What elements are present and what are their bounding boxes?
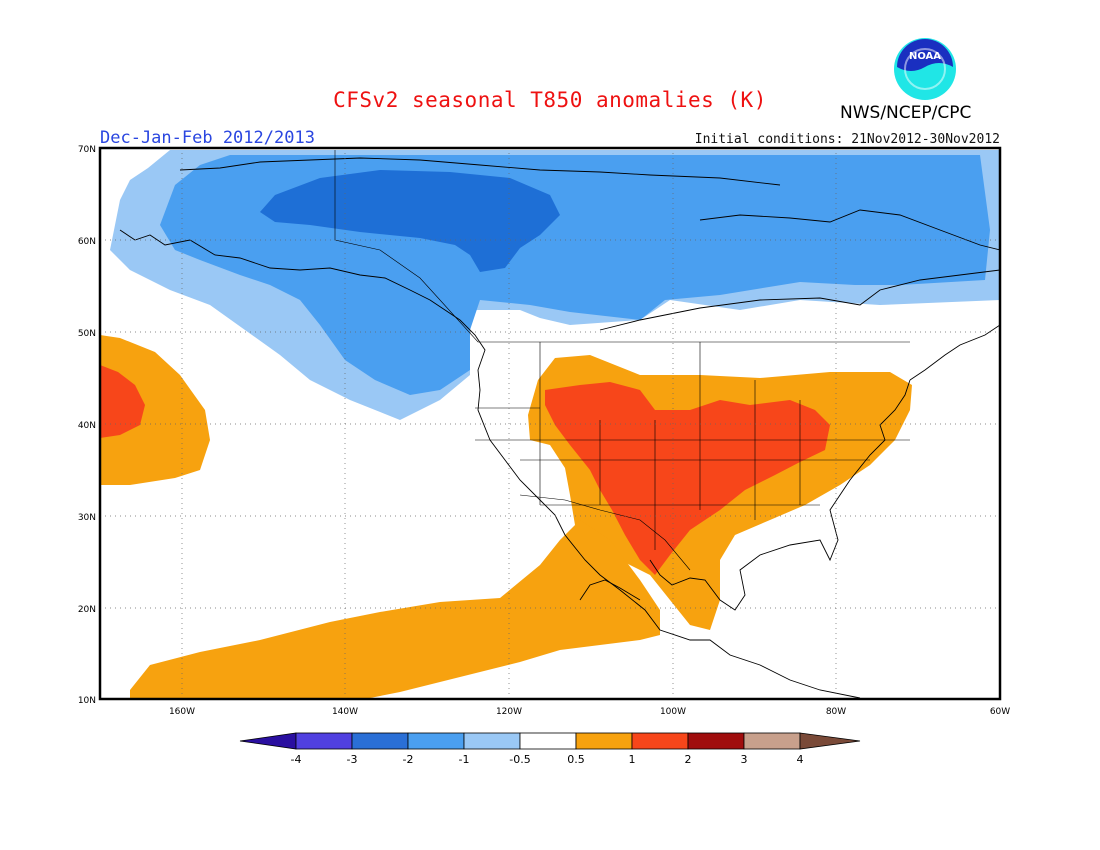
lon-label: 100W <box>660 707 686 717</box>
lat-label: 10N <box>78 696 96 706</box>
lon-label: 140W <box>332 707 358 717</box>
map-frame <box>98 146 1002 701</box>
colorbar-label: -4 <box>291 753 302 766</box>
lon-label: 120W <box>496 707 522 717</box>
anomaly-region-tropical-orange <box>130 520 660 699</box>
colorbar-label: 2 <box>685 753 692 766</box>
colorbar-swatch <box>687 732 745 750</box>
noaa-logo: NOAA <box>894 38 956 100</box>
colorbar-swatch <box>743 732 801 750</box>
noaa-logo-text: NOAA <box>909 51 941 62</box>
lon-label: 160W <box>169 707 195 717</box>
latitude-labels: 70N 60N 50N 40N 30N 20N 10N <box>78 145 96 706</box>
initial-conditions-label: Initial conditions: 21Nov2012-30Nov2012 <box>694 132 1000 147</box>
anomaly-region-us-red <box>545 382 830 575</box>
colorbar-label: -0.5 <box>509 753 530 766</box>
colorbar-swatch-max <box>799 732 861 750</box>
colorbar-swatch <box>351 732 409 750</box>
colorbar-swatch <box>463 732 521 750</box>
colorbar-swatch <box>631 732 689 750</box>
colorbar-swatch <box>575 732 633 750</box>
colorbar: -4 -3 -2 -1 -0.5 0.5 1 2 3 4 <box>239 732 861 766</box>
lat-label: 70N <box>78 145 96 155</box>
coastlines <box>119 157 1000 699</box>
colorbar-label: -2 <box>403 753 414 766</box>
colorbar-label: 3 <box>741 753 748 766</box>
longitude-labels: 160W 140W 120W 100W 80W 60W <box>169 707 1010 717</box>
lat-label: 30N <box>78 513 96 523</box>
lat-label: 40N <box>78 421 96 431</box>
agency-label: NWS/NCEP/CPC <box>840 103 972 123</box>
anomaly-region-pacific-orange <box>100 335 210 485</box>
colorbar-label: 4 <box>797 753 804 766</box>
colorbar-swatch <box>407 732 465 750</box>
lat-label: 60N <box>78 237 96 247</box>
lon-label: 80W <box>826 707 846 717</box>
anomaly-region-pacific-red <box>100 365 145 438</box>
colorbar-swatch <box>519 732 577 750</box>
anomaly-fields <box>100 150 1000 699</box>
colorbar-label: 1 <box>629 753 636 766</box>
colorbar-label: -3 <box>347 753 358 766</box>
lat-label: 20N <box>78 605 96 615</box>
season-label: Dec-Jan-Feb 2012/2013 <box>100 128 315 148</box>
colorbar-swatch <box>295 732 353 750</box>
lon-label: 60W <box>990 707 1010 717</box>
graticule <box>100 148 1000 699</box>
lat-label: 50N <box>78 329 96 339</box>
map-title: CFSv2 seasonal T850 anomalies (K) <box>333 88 767 112</box>
colorbar-label: 0.5 <box>567 753 585 766</box>
colorbar-label: -1 <box>459 753 470 766</box>
colorbar-swatch-min <box>239 732 297 750</box>
